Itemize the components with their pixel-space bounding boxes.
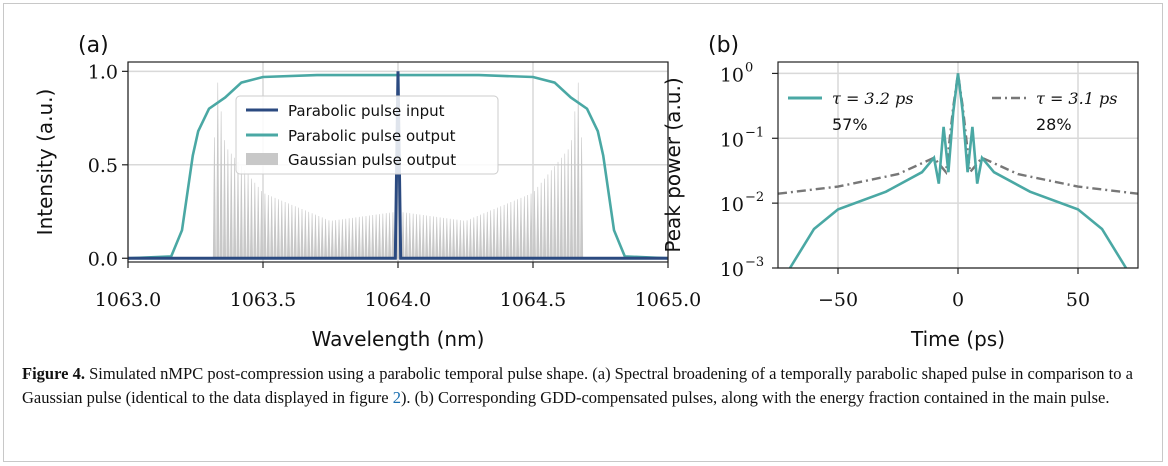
panel-b-legend: τ = 3.2 ps 57% τ = 3.1 ps 28% [788, 89, 1117, 134]
legend-box [235, 95, 499, 175]
caption-text-2: ). (b) Corresponding GDD-compensated pul… [400, 388, 1110, 407]
y-tick-label-base: 10 [720, 259, 744, 281]
x-tick-label: −50 [818, 289, 858, 311]
tau-3.2ps-line [788, 73, 1128, 269]
panel-a-x-ticks: 1063.0 1063.5 1064.0 1064.5 1065.0 [95, 262, 701, 311]
caption-text-1: Simulated nMPC post-compression using a … [22, 364, 1133, 407]
panel-b-x-ticks: −50 0 50 [818, 268, 1090, 311]
panel-a-ylabel: Intensity (a.u.) [33, 89, 57, 236]
panel-b-ylabel: Peak power (a.u.) [661, 77, 685, 252]
legend-entry-input: Parabolic pulse input [288, 102, 445, 120]
y-tick-label-exponent: −2 [745, 190, 764, 205]
fraction-3.2: 57% [832, 115, 868, 134]
parabolic-pulse-input-line [128, 71, 668, 260]
y-tick-label-exponent: 0 [745, 60, 753, 75]
panel-a-label: (a) [78, 33, 109, 58]
legend-entry-output: Parabolic pulse output [288, 127, 456, 145]
y-tick-label-exponent: −3 [745, 255, 764, 270]
x-tick-label: 50 [1066, 289, 1090, 311]
y-tick-label-base: 10 [720, 194, 744, 216]
y-tick-label: 0.5 [88, 155, 118, 177]
caption-label: Figure 4. [22, 364, 85, 383]
legend-swatch-gaussian [246, 153, 278, 165]
x-tick-label: 0 [952, 289, 964, 311]
y-tick-label-base: 10 [720, 64, 744, 86]
figure-reference-link[interactable]: 2 [392, 388, 401, 407]
x-tick-label: 1063.5 [230, 289, 296, 311]
fraction-3.1: 28% [1036, 115, 1072, 134]
x-tick-label: 1064.0 [365, 289, 431, 311]
figure-frame [3, 3, 1163, 462]
panel-a-xlabel: Wavelength (nm) [312, 327, 485, 351]
panel-a: (a) 1063.0 1063.5 1064.0 1064.5 1065.0 0.00.… [33, 33, 701, 351]
legend-entry-tau-3.1: τ = 3.1 ps [1036, 89, 1117, 108]
legend-entry-tau-3.2: τ = 3.2 ps [832, 89, 913, 108]
legend-entry-gaussian: Gaussian pulse output [288, 151, 456, 169]
x-tick-label: 1063.0 [95, 289, 161, 311]
panel-a-legend: Parabolic pulse input Parabolic pulse ou… [235, 95, 499, 175]
y-tick-label-base: 10 [720, 129, 744, 151]
figure-plots: (a) 1063.0 1063.5 1064.0 1064.5 1065.0 0.00.… [33, 33, 1139, 351]
y-tick-label: 0.0 [88, 248, 118, 270]
x-tick-label: 1065.0 [635, 289, 701, 311]
panel-b-label: (b) [708, 33, 739, 58]
panel-a-y-ticks: 0.0 0.5 1.0 [88, 61, 128, 270]
figure-caption: Figure 4. Simulated nMPC post-compressio… [22, 362, 1142, 410]
y-tick-label: 1.0 [88, 61, 118, 83]
y-tick-label-exponent: −1 [745, 125, 764, 140]
panel-b-xlabel: Time (ps) [910, 327, 1005, 351]
x-tick-label: 1064.5 [500, 289, 566, 311]
